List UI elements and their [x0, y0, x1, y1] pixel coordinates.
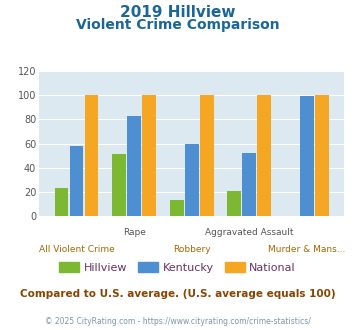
Text: Aggravated Assault: Aggravated Assault: [205, 228, 294, 237]
Legend: Hillview, Kentucky, National: Hillview, Kentucky, National: [55, 258, 300, 278]
Bar: [127, 116, 141, 216]
Bar: [242, 153, 256, 216]
Bar: [55, 188, 69, 216]
Text: © 2025 CityRating.com - https://www.cityrating.com/crime-statistics/: © 2025 CityRating.com - https://www.city…: [45, 317, 310, 326]
Bar: [315, 95, 329, 216]
Text: 2019 Hillview: 2019 Hillview: [120, 5, 235, 20]
Bar: [185, 144, 198, 216]
Text: Compared to U.S. average. (U.S. average equals 100): Compared to U.S. average. (U.S. average …: [20, 289, 335, 299]
Bar: [170, 200, 184, 216]
Bar: [70, 146, 83, 216]
Bar: [112, 154, 126, 216]
Text: Rape: Rape: [123, 228, 146, 237]
Text: Murder & Mans...: Murder & Mans...: [268, 245, 346, 254]
Bar: [142, 95, 156, 216]
Text: All Violent Crime: All Violent Crime: [39, 245, 114, 254]
Text: Robbery: Robbery: [173, 245, 211, 254]
Bar: [84, 95, 98, 216]
Bar: [200, 95, 214, 216]
Bar: [300, 96, 314, 216]
Text: Violent Crime Comparison: Violent Crime Comparison: [76, 18, 279, 32]
Bar: [228, 191, 241, 216]
Bar: [257, 95, 271, 216]
